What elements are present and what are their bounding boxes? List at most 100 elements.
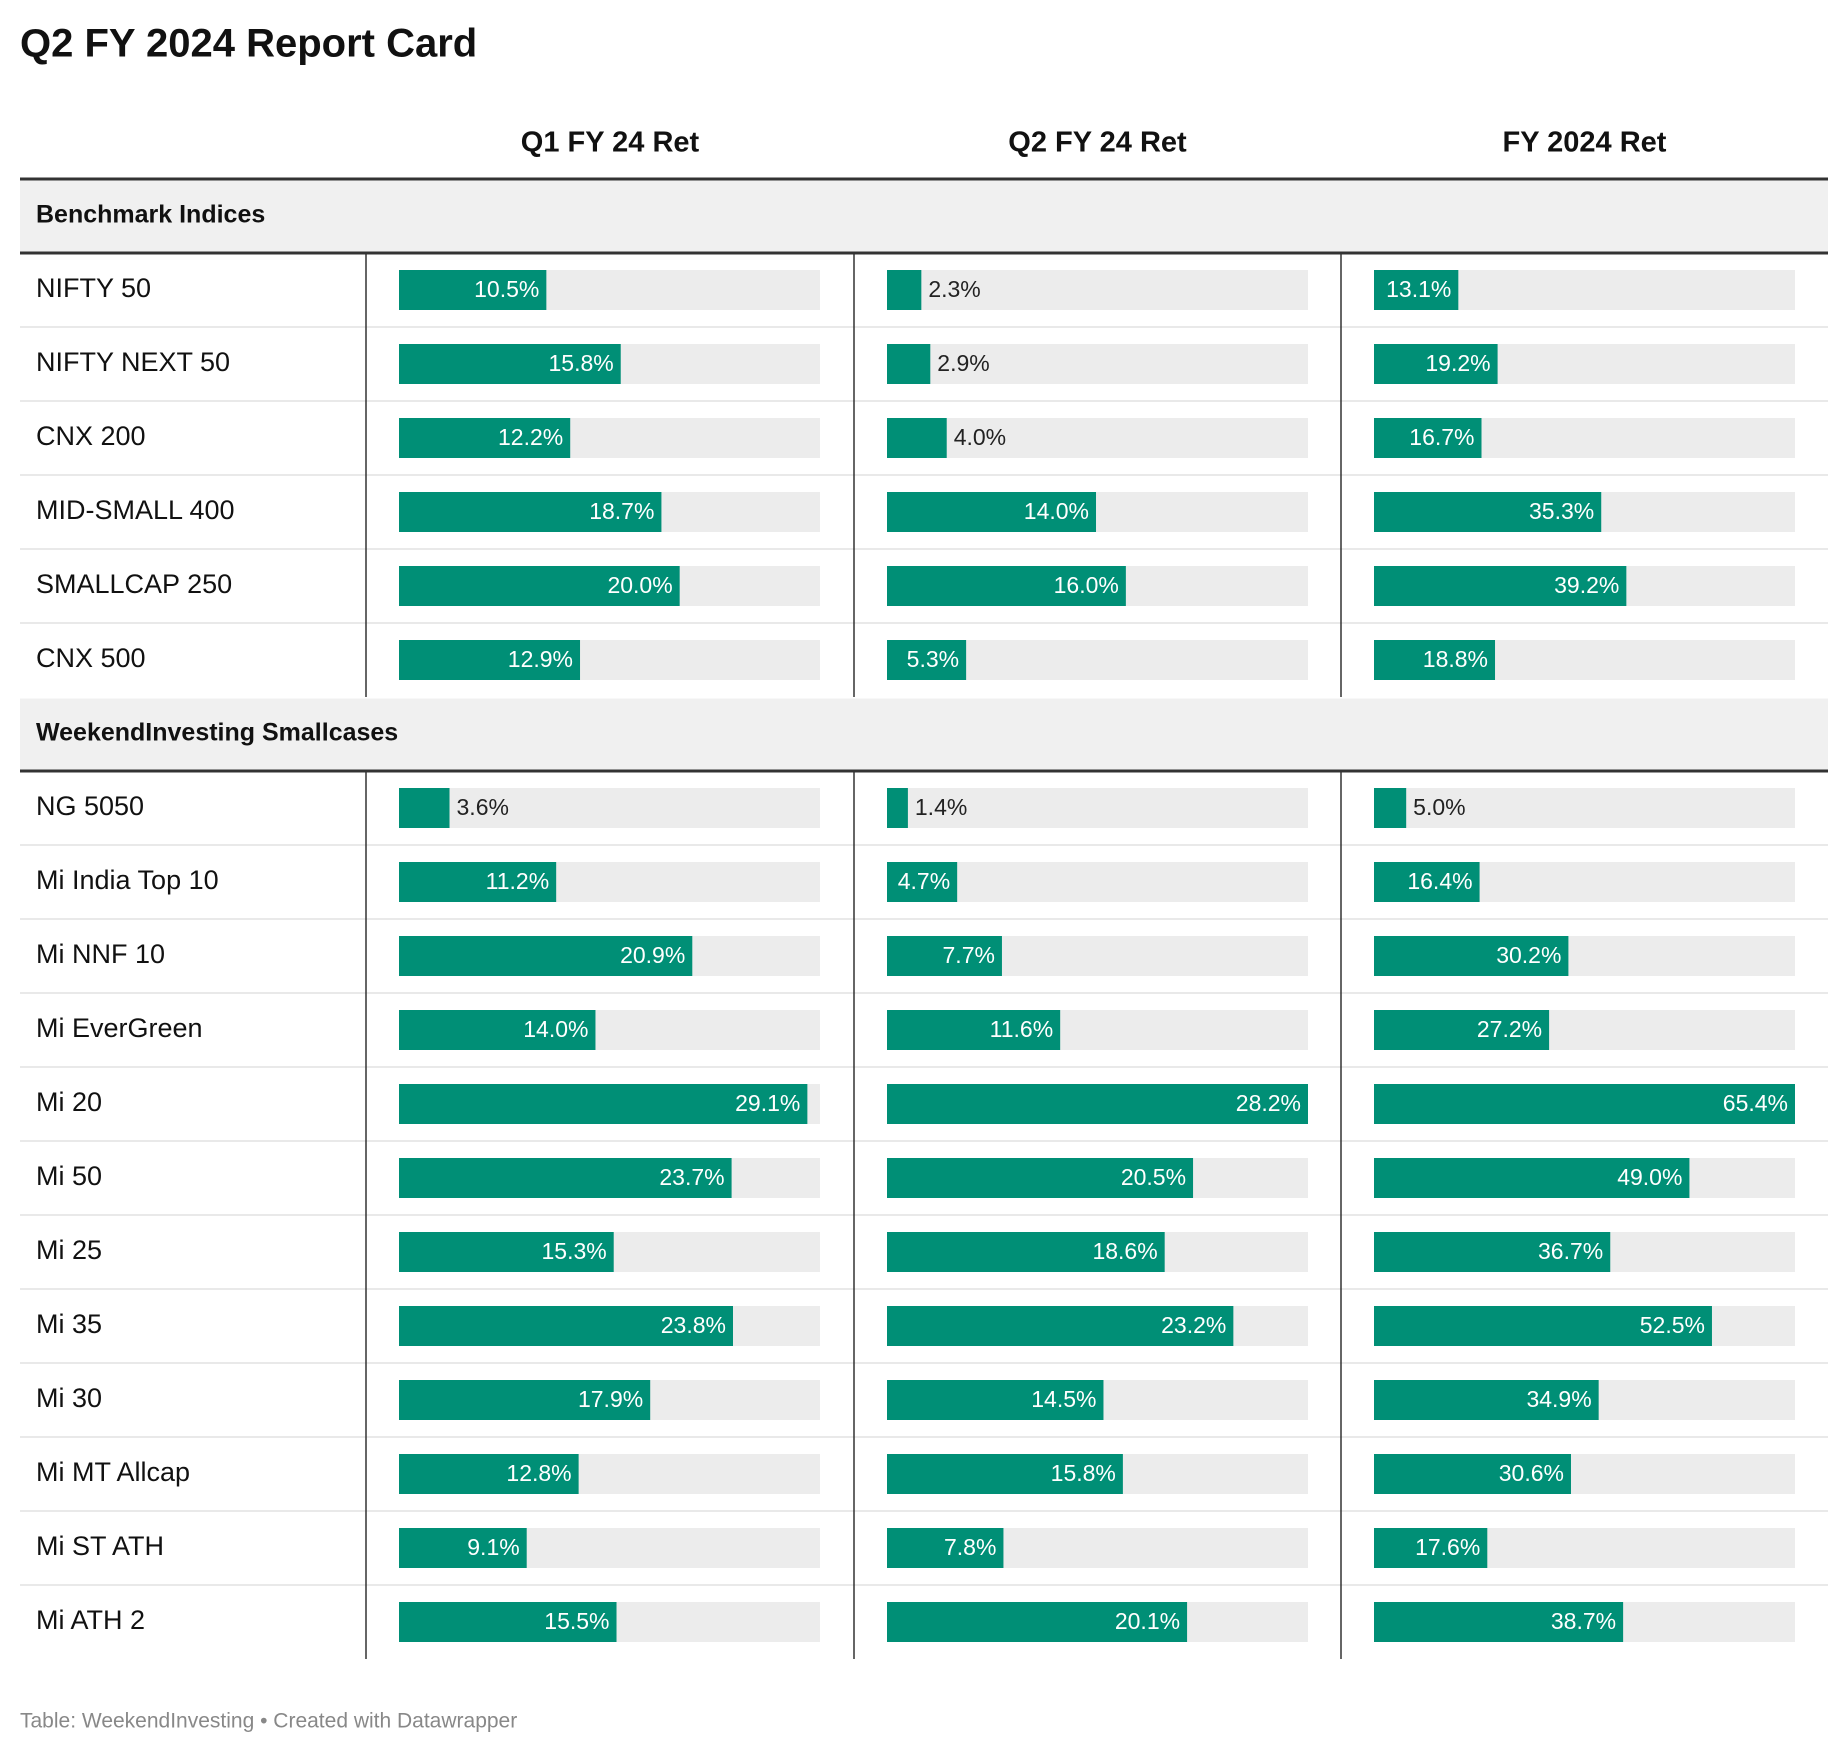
value-label: 18.8% bbox=[1423, 646, 1488, 672]
bar bbox=[399, 1158, 732, 1198]
bar bbox=[887, 1380, 1104, 1420]
bar bbox=[399, 344, 621, 384]
bar bbox=[1374, 640, 1496, 680]
value-label: 20.9% bbox=[620, 942, 685, 968]
value-label: 23.2% bbox=[1161, 1312, 1226, 1338]
value-label: 30.2% bbox=[1496, 942, 1561, 968]
row-label: Mi ATH 2 bbox=[36, 1605, 145, 1635]
value-label: 15.8% bbox=[1051, 1460, 1116, 1486]
bar-track bbox=[887, 270, 1308, 310]
row-label: NIFTY NEXT 50 bbox=[36, 347, 230, 377]
footer: Table: WeekendInvesting • Created with D… bbox=[20, 1710, 517, 1733]
bar bbox=[399, 418, 571, 458]
value-label: 20.5% bbox=[1121, 1164, 1186, 1190]
value-label: 65.4% bbox=[1723, 1090, 1788, 1116]
column-header: Q1 FY 24 Ret bbox=[521, 127, 700, 159]
column-header: Q2 FY 24 Ret bbox=[1008, 127, 1187, 159]
bar bbox=[1374, 862, 1480, 902]
value-label: 35.3% bbox=[1529, 498, 1594, 524]
bar bbox=[399, 1380, 651, 1420]
bar bbox=[887, 1084, 1308, 1124]
value-label: 4.7% bbox=[898, 868, 950, 894]
value-label: 4.0% bbox=[954, 424, 1006, 450]
value-label: 2.9% bbox=[937, 350, 989, 376]
row-label: CNX 500 bbox=[36, 643, 146, 673]
bar bbox=[887, 1010, 1061, 1050]
value-label: 15.8% bbox=[549, 350, 614, 376]
bar bbox=[399, 492, 662, 532]
bar bbox=[1374, 492, 1602, 532]
bar bbox=[399, 270, 547, 310]
bar bbox=[1374, 418, 1482, 458]
bar bbox=[399, 640, 581, 680]
bar bbox=[399, 566, 680, 606]
value-label: 14.5% bbox=[1031, 1386, 1096, 1412]
value-label: 13.1% bbox=[1386, 276, 1451, 302]
row-label: Mi 30 bbox=[36, 1383, 102, 1413]
row-label: Mi EverGreen bbox=[36, 1013, 203, 1043]
bar bbox=[887, 1158, 1194, 1198]
group-title: WeekendInvesting Smallcases bbox=[36, 719, 398, 747]
bar bbox=[887, 418, 947, 458]
bar bbox=[1374, 1158, 1690, 1198]
row-label: SMALLCAP 250 bbox=[36, 569, 232, 599]
value-label: 7.7% bbox=[943, 942, 995, 968]
value-label: 5.3% bbox=[907, 646, 959, 672]
bar-track bbox=[887, 788, 1308, 828]
bar bbox=[1374, 566, 1627, 606]
value-label: 16.7% bbox=[1409, 424, 1474, 450]
bar-track bbox=[1374, 788, 1795, 828]
bar bbox=[1374, 1010, 1550, 1050]
bar bbox=[399, 936, 693, 976]
bar bbox=[1374, 1602, 1624, 1642]
value-label: 16.0% bbox=[1054, 572, 1119, 598]
bar bbox=[1374, 344, 1498, 384]
bar bbox=[399, 788, 450, 828]
row-label: Mi 35 bbox=[36, 1309, 102, 1339]
value-label: 11.6% bbox=[990, 1016, 1054, 1042]
value-label: 20.0% bbox=[607, 572, 672, 598]
value-label: 5.0% bbox=[1413, 794, 1465, 820]
value-label: 15.5% bbox=[544, 1608, 609, 1634]
value-label: 17.6% bbox=[1415, 1534, 1480, 1560]
value-label: 20.1% bbox=[1115, 1608, 1180, 1634]
value-label: 9.1% bbox=[467, 1534, 519, 1560]
bar bbox=[1374, 1306, 1712, 1346]
value-label: 29.1% bbox=[735, 1090, 800, 1116]
bar bbox=[887, 270, 922, 310]
row-label: Mi NNF 10 bbox=[36, 939, 165, 969]
value-label: 52.5% bbox=[1640, 1312, 1705, 1338]
bar-track bbox=[887, 418, 1308, 458]
group-header-bg bbox=[20, 698, 1828, 770]
value-label: 23.7% bbox=[659, 1164, 724, 1190]
value-label: 12.8% bbox=[506, 1460, 571, 1486]
row-label: Mi 50 bbox=[36, 1161, 102, 1191]
value-label: 19.2% bbox=[1425, 350, 1490, 376]
group-header-bg bbox=[20, 180, 1828, 252]
bar bbox=[887, 1528, 1004, 1568]
bar bbox=[1374, 936, 1569, 976]
bar bbox=[887, 344, 931, 384]
bar bbox=[887, 492, 1097, 532]
bar bbox=[887, 640, 967, 680]
bar bbox=[1374, 270, 1459, 310]
value-label: 17.9% bbox=[578, 1386, 643, 1412]
bar bbox=[887, 566, 1126, 606]
value-label: 10.5% bbox=[474, 276, 539, 302]
value-label: 18.6% bbox=[1092, 1238, 1157, 1264]
row-label: Mi 20 bbox=[36, 1087, 102, 1117]
value-label: 1.4% bbox=[915, 794, 967, 820]
bar bbox=[887, 862, 958, 902]
group-title: Benchmark Indices bbox=[36, 201, 265, 229]
row-label: Mi 25 bbox=[36, 1235, 102, 1265]
row-label: NG 5050 bbox=[36, 791, 144, 821]
value-label: 23.8% bbox=[661, 1312, 726, 1338]
bar bbox=[1374, 1232, 1611, 1272]
value-label: 14.0% bbox=[523, 1016, 588, 1042]
value-label: 2.3% bbox=[928, 276, 980, 302]
bar bbox=[887, 788, 908, 828]
value-label: 3.6% bbox=[457, 794, 509, 820]
bar bbox=[399, 1602, 617, 1642]
